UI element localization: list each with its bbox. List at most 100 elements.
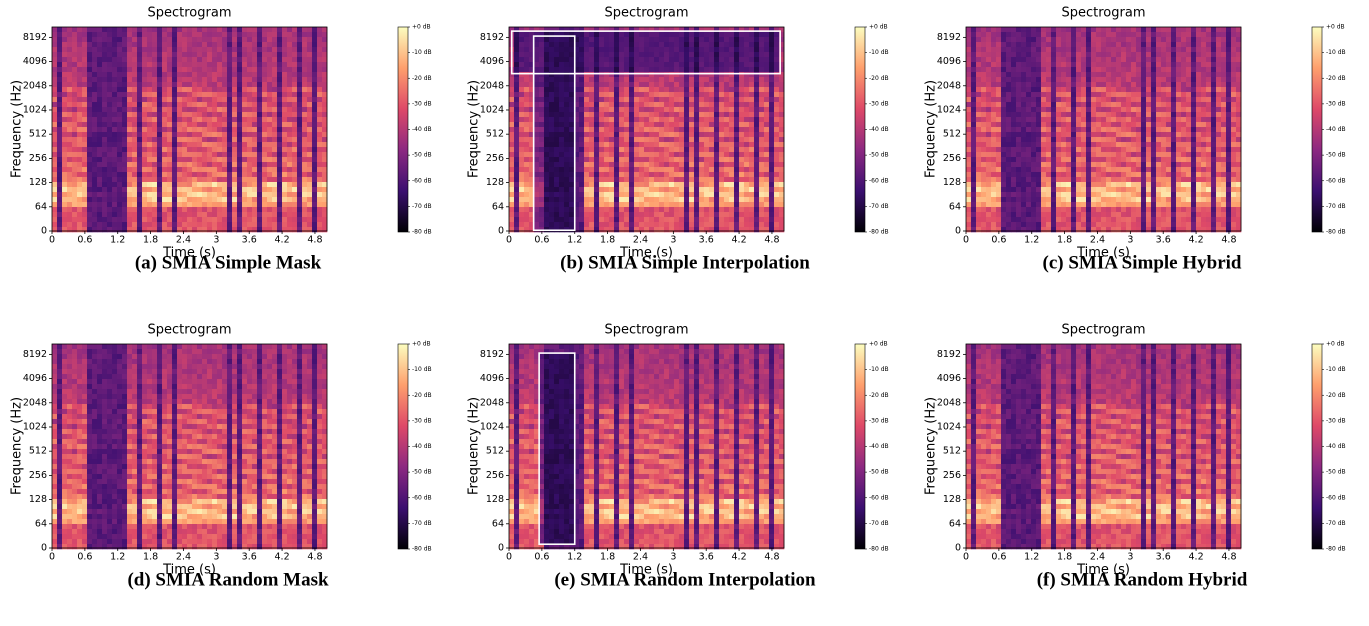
spectrogram-cell — [664, 132, 670, 138]
spectrogram-cell — [217, 142, 223, 148]
spectrogram-cell — [307, 187, 313, 193]
spectrogram-cell — [82, 192, 88, 198]
spectrogram-cell — [991, 37, 997, 43]
spectrogram-cell — [659, 217, 665, 223]
spectrogram-cell — [709, 72, 715, 78]
spectrogram-cell — [257, 182, 263, 188]
spectrogram-cell — [734, 137, 740, 143]
spectrogram-cell — [544, 182, 550, 188]
spectrogram-cell — [72, 92, 78, 98]
spectrogram-cell — [137, 82, 143, 88]
spectrogram-cell — [754, 227, 760, 233]
spectrogram-cell — [704, 202, 710, 208]
spectrogram-cell — [544, 102, 550, 108]
spectrogram-cell — [147, 202, 153, 208]
spectrogram-cell — [664, 202, 670, 208]
spectrogram-cell — [779, 77, 785, 83]
spectrogram-cell — [57, 192, 63, 198]
spectrogram-cell — [674, 112, 680, 118]
spectrogram-cell — [579, 47, 585, 53]
spectrogram-cell — [539, 137, 545, 143]
spectrogram-cell — [157, 32, 163, 38]
spectrogram-cell — [52, 67, 58, 73]
spectrogram-cell — [589, 102, 595, 108]
spectrogram-cell — [579, 37, 585, 43]
spectrogram-cell — [729, 147, 735, 153]
spectrogram-cell — [162, 82, 168, 88]
spectrogram-cell — [257, 192, 263, 198]
spectrogram-cell — [112, 192, 118, 198]
spectrogram-cell — [107, 77, 113, 83]
spectrogram-cell — [227, 67, 233, 73]
spectrogram-cell — [519, 77, 525, 83]
spectrogram-cell — [202, 122, 208, 128]
spectrogram-cell — [242, 222, 248, 228]
spectrogram-cell — [202, 107, 208, 113]
spectrogram-cell — [599, 47, 605, 53]
spectrogram-cell — [684, 77, 690, 83]
spectrogram-cell — [52, 137, 58, 143]
spectrogram-cell — [719, 77, 725, 83]
spectrogram-cell — [242, 157, 248, 163]
spectrogram-cell — [569, 147, 575, 153]
spectrogram-cell — [629, 112, 635, 118]
spectrogram-cell — [754, 77, 760, 83]
spectrogram-cell — [227, 32, 233, 38]
spectrogram-cell — [509, 97, 515, 103]
spectrogram-cell — [694, 147, 700, 153]
spectrogram-cell — [202, 147, 208, 153]
spectrogram-cell — [127, 202, 133, 208]
spectrogram-cell — [97, 162, 103, 168]
spectrogram-cell — [182, 32, 188, 38]
spectrogram-cell — [514, 52, 520, 58]
spectrogram-cell — [966, 47, 972, 53]
spectrogram-cell — [167, 192, 173, 198]
spectrogram-cell — [127, 212, 133, 218]
spectrogram-cell — [689, 102, 695, 108]
spectrogram-cell — [67, 227, 73, 233]
spectrogram-cell — [172, 217, 178, 223]
spectrogram-cell — [971, 32, 977, 38]
spectrogram-cell — [157, 167, 163, 173]
spectrogram-cell — [639, 57, 645, 63]
spectrogram-cell — [237, 42, 243, 48]
spectrogram-cell — [689, 137, 695, 143]
spectrogram-cell — [699, 122, 705, 128]
spectrogram-cell — [976, 37, 982, 43]
spectrogram-cell — [669, 197, 675, 203]
spectrogram-cell — [981, 77, 987, 83]
spectrogram-cell — [644, 107, 650, 113]
spectrogram-cell — [312, 77, 318, 83]
spectrogram-cell — [534, 92, 540, 98]
spectrogram-cell — [237, 87, 243, 93]
spectrogram-cell — [981, 147, 987, 153]
spectrogram-cell — [227, 92, 233, 98]
spectrogram-cell — [509, 102, 515, 108]
x-tick-label: 1.8 — [600, 235, 615, 246]
spectrogram-cell — [162, 62, 168, 68]
spectrogram-cell — [312, 97, 318, 103]
spectrogram-cell — [544, 57, 550, 63]
spectrogram-cell — [232, 47, 238, 53]
spectrogram-cell — [769, 97, 775, 103]
spectrogram-cell — [162, 192, 168, 198]
spectrogram-cell — [282, 127, 288, 133]
spectrogram-cell — [202, 202, 208, 208]
spectrogram-cell — [649, 107, 655, 113]
spectrogram-cell — [282, 92, 288, 98]
spectrogram-cell — [534, 207, 540, 213]
spectrogram-cell — [774, 112, 780, 118]
spectrogram-cell — [152, 172, 158, 178]
spectrogram-cell — [122, 142, 128, 148]
spectrogram-cell — [112, 107, 118, 113]
spectrogram-cell — [187, 117, 193, 123]
spectrogram-cell — [182, 72, 188, 78]
spectrogram-cell — [162, 187, 168, 193]
spectrogram-image — [966, 27, 1242, 233]
spectrogram-cell — [759, 42, 765, 48]
spectrogram-cell — [312, 157, 318, 163]
spectrogram-cell — [624, 202, 630, 208]
spectrogram-cell — [252, 122, 258, 128]
spectrogram-cell — [127, 27, 133, 33]
spectrogram-cell — [594, 207, 600, 213]
